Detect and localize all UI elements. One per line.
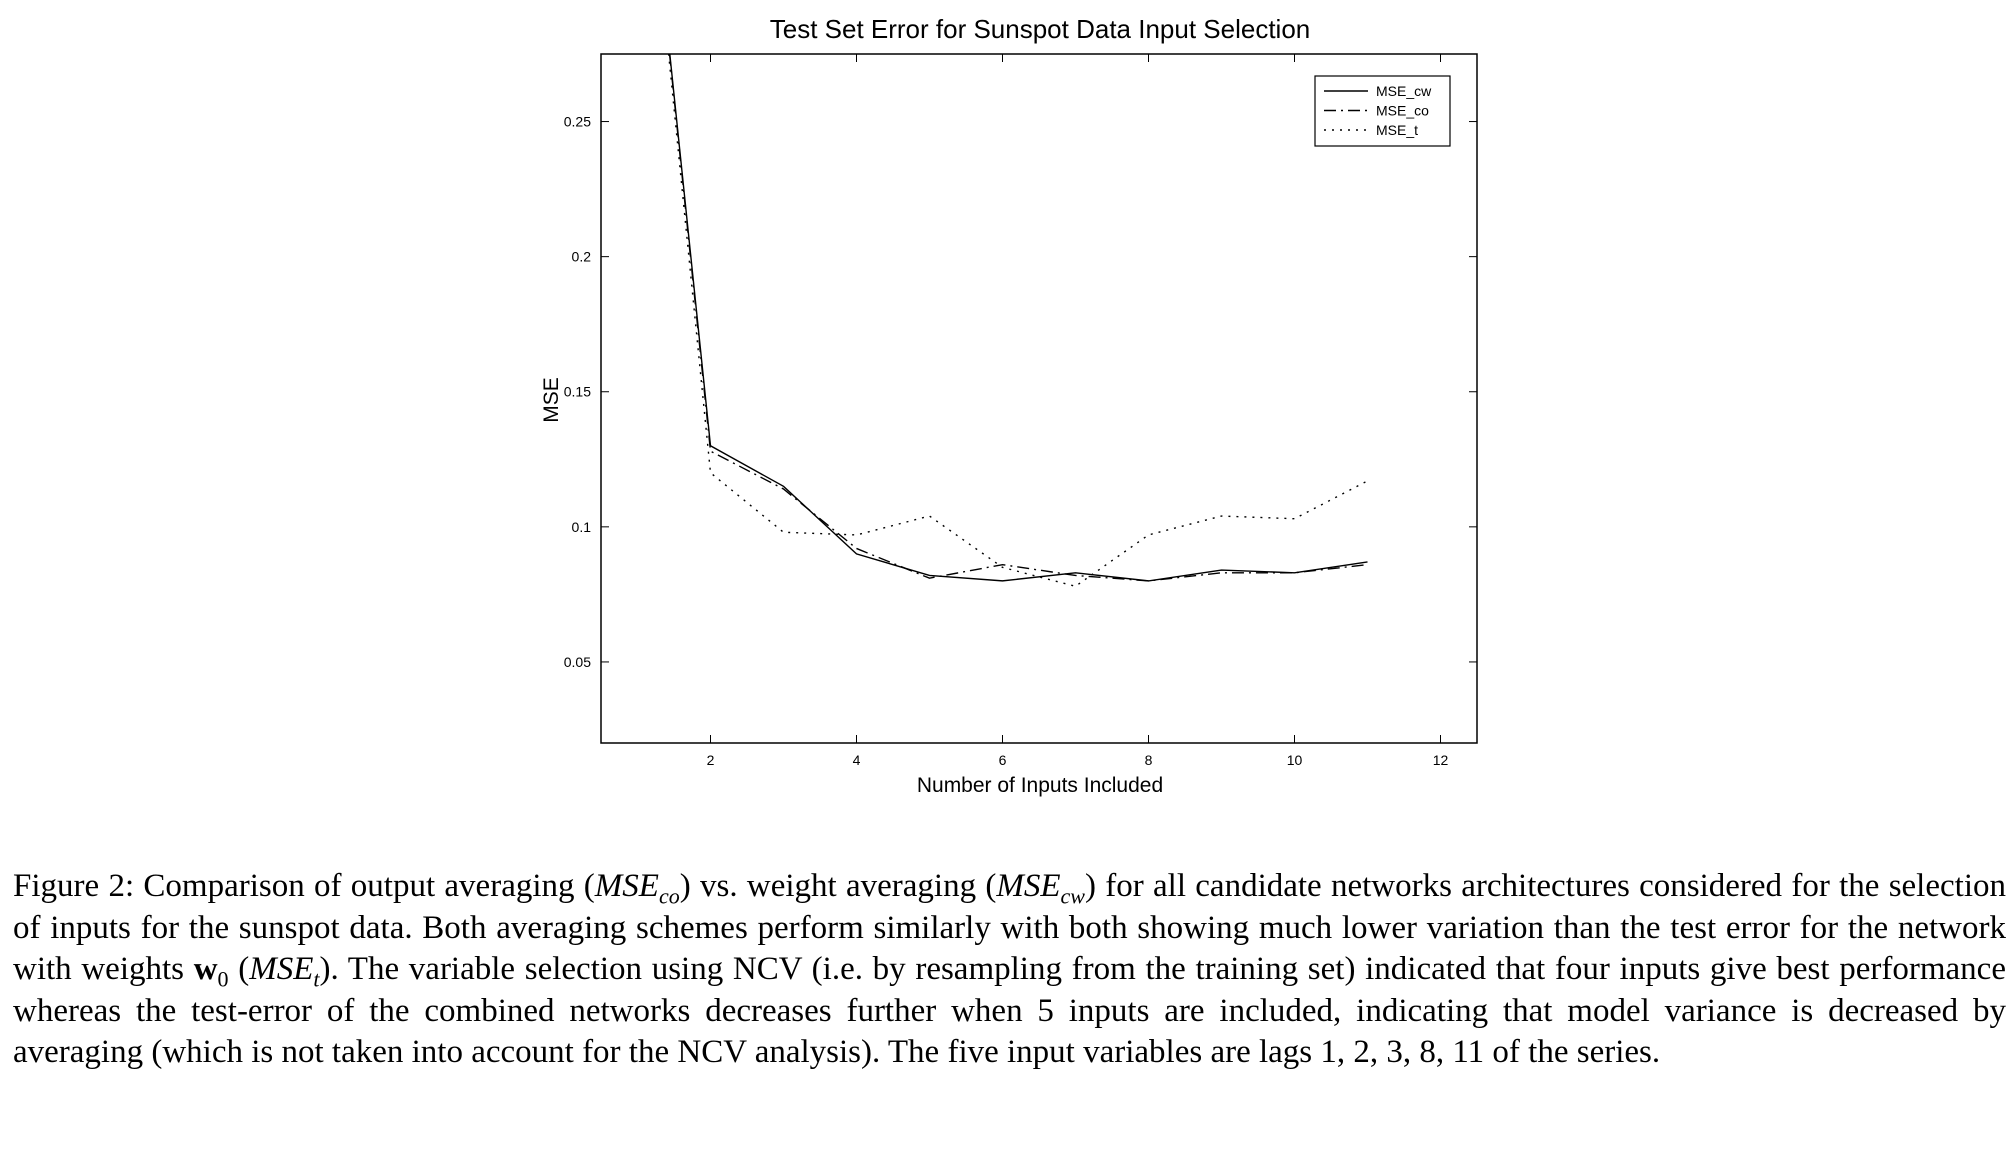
y-tick-label: 0.15 [564, 384, 591, 400]
plot-lines [667, 54, 1368, 588]
series-line [667, 54, 1368, 588]
caption-math: MSE [996, 868, 1061, 904]
caption-subscript: t [313, 966, 320, 992]
caption-math: w [193, 951, 218, 987]
x-tick-label: 10 [1287, 752, 1303, 768]
caption-math: MSE [594, 868, 659, 904]
y-axis-label: MSE [540, 377, 563, 423]
caption-text: ) for all candidate networks architectur… [13, 868, 2006, 987]
figure-caption: Figure 2: Comparison of output averaging… [13, 866, 2006, 1074]
chart-title: Test Set Error for Sunspot Data Input Se… [770, 14, 1311, 44]
legend-label: MSE_t [1376, 122, 1418, 138]
x-tick-label: 6 [999, 752, 1007, 768]
caption-text: ) vs. weight averaging ( [679, 868, 997, 904]
caption-text: ). The variable selection using NCV (i.e… [13, 951, 2006, 1070]
y-tick-label: 0.1 [572, 519, 592, 535]
x-tick-label: 4 [853, 752, 861, 768]
caption-subscript: cw [1060, 883, 1085, 909]
legend-label: MSE_cw [1376, 83, 1432, 99]
caption-text: ( [228, 951, 250, 987]
legend-label: MSE_co [1376, 103, 1429, 119]
y-tick-label: 0.2 [572, 249, 592, 265]
caption-subscript: 0 [217, 966, 229, 992]
caption-text: Figure 2: Comparison of output averaging… [13, 868, 595, 904]
x-tick-label: 8 [1145, 752, 1153, 768]
caption-subscript: co [658, 883, 680, 909]
x-axis-label: Number of Inputs Included [917, 774, 1163, 797]
x-tick-label: 12 [1433, 752, 1449, 768]
series-line [668, 54, 1368, 582]
chart: Test Set Error for Sunspot Data Input Se… [540, 14, 1478, 797]
legend-box [1314, 75, 1451, 147]
series-line [669, 54, 1368, 582]
x-tick-label: 2 [707, 752, 715, 768]
plot-frame [600, 53, 1478, 744]
y-tick-label: 0.05 [564, 654, 591, 670]
y-tick-label: 0.25 [564, 114, 591, 130]
caption-math: MSE [249, 951, 314, 987]
